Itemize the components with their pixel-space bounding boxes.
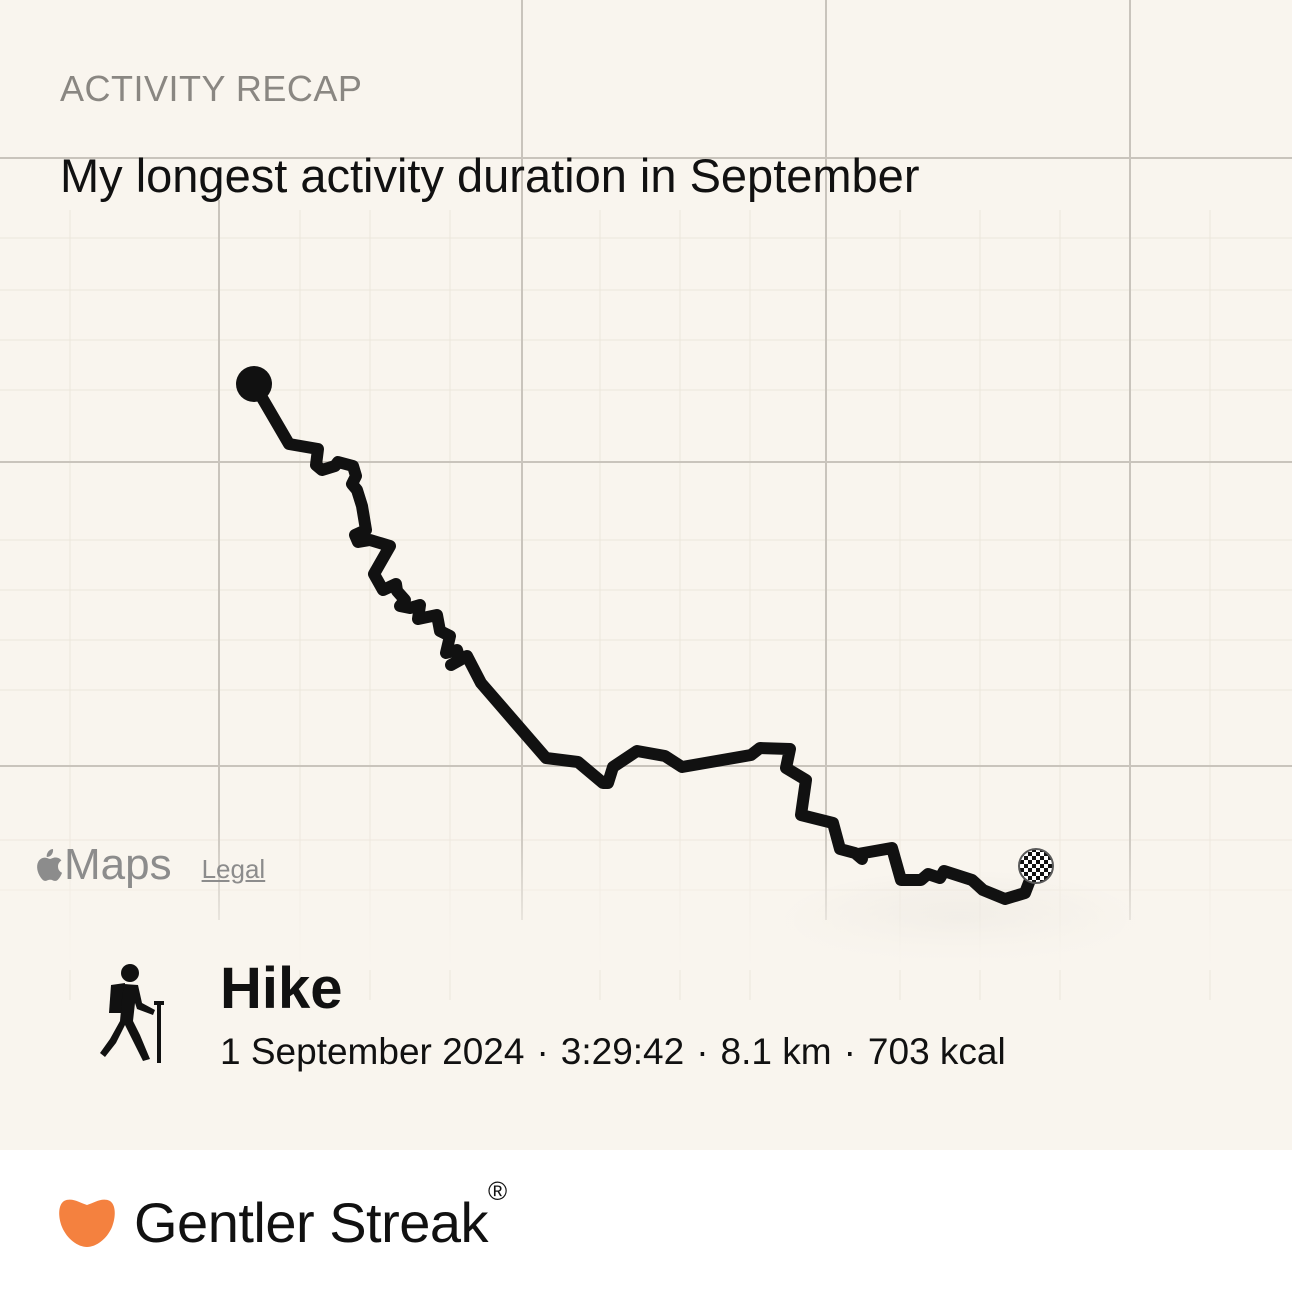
map-major-grid xyxy=(0,0,1292,920)
page-title: My longest activity duration in Septembe… xyxy=(60,149,920,202)
brand-name-text: Gentler Streak xyxy=(134,1191,489,1254)
apple-icon xyxy=(37,849,62,881)
separator: · xyxy=(696,1031,709,1072)
route-map[interactable] xyxy=(0,0,1292,1150)
brand-footer: Gentler Streak® xyxy=(58,1176,507,1255)
hiker-icon xyxy=(100,964,164,1063)
activity-recap-card: ACTIVITY RECAP My longest activity durat… xyxy=(0,0,1292,1150)
separator: · xyxy=(536,1031,549,1072)
activity-summary: Hike 1 September 2024 · 3:29:42 · 8.1 km · 703… xyxy=(100,955,1200,1095)
activity-duration: 3:29:42 xyxy=(560,1031,685,1072)
apple-maps-logo[interactable]: Maps xyxy=(30,840,172,890)
eyebrow-label: ACTIVITY RECAP xyxy=(60,68,363,109)
activity-distance: 8.1 km xyxy=(720,1031,832,1072)
heart-blob-icon xyxy=(59,1199,115,1247)
activity-energy: 703 kcal xyxy=(867,1031,1006,1072)
activity-stats: 1 September 2024 · 3:29:42 · 8.1 km · 703 kcal xyxy=(220,1031,1006,1073)
activity-date: 1 September 2024 xyxy=(220,1031,525,1072)
legal-link[interactable]: Legal xyxy=(201,853,266,884)
registered-mark: ® xyxy=(488,1176,507,1206)
checkered-flag-icon xyxy=(1018,848,1054,884)
map-fade xyxy=(0,820,1292,970)
separator: · xyxy=(843,1031,856,1072)
start-marker xyxy=(236,366,272,402)
activity-type: Hike xyxy=(220,956,343,1021)
brand-name: Gentler Streak® xyxy=(134,1176,507,1255)
maps-logo-text: Maps xyxy=(64,840,172,889)
route-line xyxy=(248,378,1041,905)
maps-attribution: Maps Legal xyxy=(30,840,265,890)
